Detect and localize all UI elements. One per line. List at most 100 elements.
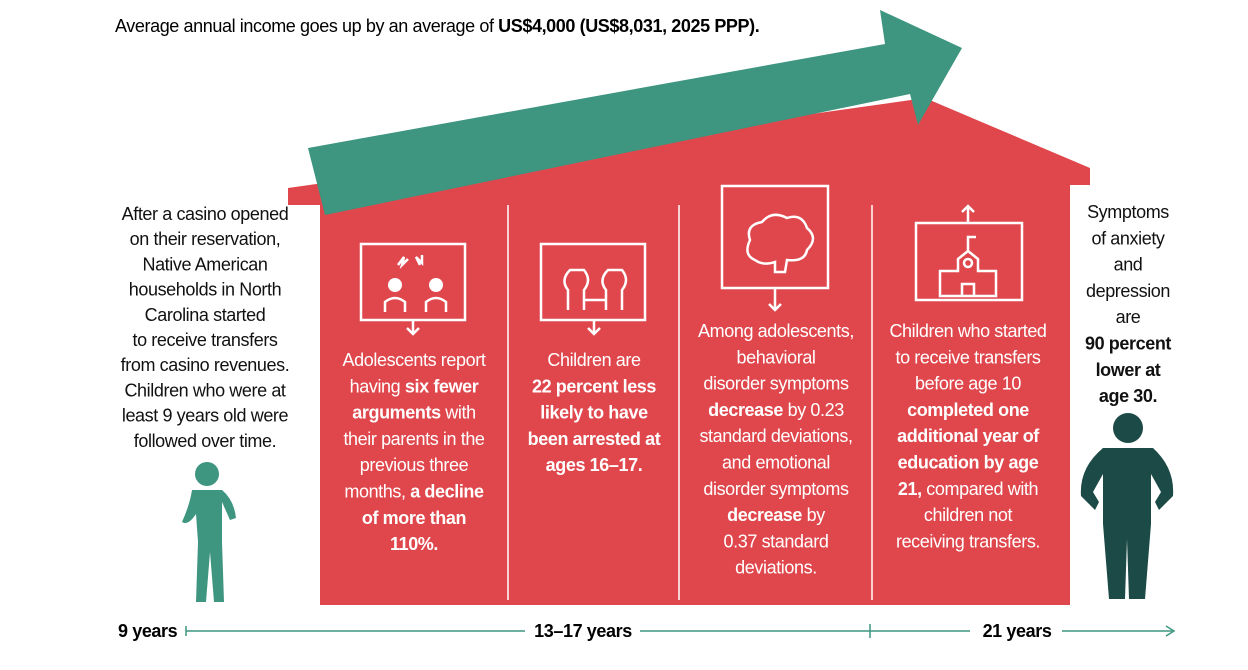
text-segment: disorder symptoms	[703, 479, 849, 499]
timeline-label: 9 years	[118, 621, 178, 641]
text-line: of more than	[362, 508, 466, 528]
text-segment: least 9 years old were	[122, 406, 289, 426]
text-line: likely to have	[540, 403, 648, 423]
text-segment: standard deviations,	[699, 426, 852, 446]
text-line: additional year of	[897, 426, 1040, 446]
text-line: having six fewer	[350, 376, 479, 396]
text-segment: US$4,000 (US$8,031, 2025 PPP).	[498, 16, 759, 36]
text-line: followed over time.	[134, 431, 276, 451]
text-line: Children who started	[889, 321, 1046, 341]
header: Average annual income goes up by an aver…	[115, 16, 759, 36]
text-segment: previous three	[360, 455, 469, 475]
text-segment: months,	[344, 482, 410, 502]
text-segment: from casino revenues.	[121, 355, 290, 375]
text-segment: been arrested at	[528, 429, 661, 449]
text-line: age 30.	[1099, 386, 1157, 406]
text-line: before age 10	[915, 374, 1021, 394]
text-line: decrease by 0.23	[708, 400, 844, 420]
text-segment: likely to have	[540, 403, 648, 423]
text-line: previous three	[360, 455, 469, 475]
text-line: to receive transfers	[895, 347, 1040, 367]
text-segment: followed over time.	[134, 431, 276, 451]
text-line: been arrested at	[528, 429, 661, 449]
text-segment: six fewer	[405, 376, 479, 396]
text-line: 21, compared with	[898, 479, 1038, 499]
timeline: 9 years 13–17 years 21 years	[118, 621, 1176, 641]
text-segment: 21,	[898, 479, 922, 499]
text-segment: decrease	[708, 400, 783, 420]
text-segment: to receive transfers	[132, 330, 277, 350]
text-line: on their reservation,	[130, 229, 281, 249]
house	[288, 98, 1090, 605]
text-segment: age 30.	[1099, 386, 1157, 406]
text-line: 0.37 standard	[724, 531, 829, 551]
text-line: standard deviations,	[699, 426, 852, 446]
text-segment: Children who were at	[124, 380, 285, 400]
text-line: behavioral	[736, 347, 815, 367]
text-line: from casino revenues.	[121, 355, 290, 375]
text-line: disorder symptoms	[703, 374, 849, 394]
text-segment: ages 16–17.	[546, 455, 643, 475]
icon-school	[914, 204, 1024, 302]
text-line: Carolina started	[145, 305, 266, 325]
text-segment: After a casino opened	[122, 204, 289, 224]
text-segment: Children are	[547, 350, 641, 370]
text-line: decrease by	[727, 505, 825, 525]
text-segment: Children who started	[889, 321, 1046, 341]
text-line: children not	[924, 505, 1013, 525]
text-segment: households in North	[129, 280, 282, 300]
text-segment: of more than	[362, 508, 466, 528]
child-figure	[182, 462, 236, 602]
text-line: receiving transfers.	[896, 531, 1040, 551]
text-segment: education by age	[898, 453, 1039, 473]
text-segment: additional year of	[897, 426, 1040, 446]
icon-arguments	[359, 242, 467, 336]
text-segment: having	[350, 376, 405, 396]
text-segment: Among adolescents,	[698, 321, 854, 341]
timeline-label: 13–17 years	[534, 621, 632, 641]
text-line: education by age	[898, 453, 1039, 473]
text-segment: and emotional	[722, 453, 830, 473]
text-line: their parents in the	[343, 429, 484, 449]
text-line: to receive transfers	[132, 330, 277, 350]
text-segment: disorder symptoms	[703, 374, 849, 394]
text-line: of anxiety	[1091, 228, 1164, 248]
text-line: and emotional	[722, 453, 830, 473]
text-segment: their parents in the	[343, 429, 484, 449]
adult-figure	[1080, 413, 1174, 599]
text-segment: decrease	[727, 505, 802, 525]
text-segment: Carolina started	[145, 305, 266, 325]
text-line: arguments with	[352, 403, 475, 423]
text-line: 90 percent	[1085, 334, 1171, 354]
text-segment: are	[1116, 307, 1141, 327]
text-segment: receiving transfers.	[896, 531, 1040, 551]
text-line: 110%.	[390, 534, 438, 554]
text-line: Children who were at	[124, 380, 285, 400]
text-segment: before age 10	[915, 374, 1021, 394]
text-segment: Adolescents report	[343, 350, 486, 370]
text-line: households in North	[129, 280, 282, 300]
text-line: After a casino opened	[122, 204, 289, 224]
text-segment: children not	[924, 505, 1013, 525]
text-segment: compared with	[922, 479, 1038, 499]
text-segment: depression	[1086, 281, 1170, 301]
text-segment: 110%.	[390, 534, 438, 554]
text-segment: Symptoms	[1087, 202, 1169, 222]
text-segment: a decline	[410, 482, 484, 502]
text-segment: 22 percent less	[532, 376, 656, 396]
text-segment: on their reservation,	[130, 229, 281, 249]
text-segment: 0.37 standard	[724, 531, 829, 551]
text-segment: 90 percent	[1085, 334, 1171, 354]
text-line: lower at	[1096, 360, 1161, 380]
text-line: 22 percent less	[532, 376, 656, 396]
text-segment: Native American	[142, 254, 267, 274]
text-line: and	[1114, 255, 1143, 275]
timeline-label: 21 years	[983, 621, 1052, 641]
icon-brain	[720, 184, 830, 312]
text-segment: Average annual income goes up by an aver…	[115, 16, 498, 36]
text-line: least 9 years old were	[122, 406, 289, 426]
text-segment: by	[802, 505, 825, 525]
text-segment: deviations.	[735, 558, 817, 578]
income-arrow	[308, 10, 962, 215]
